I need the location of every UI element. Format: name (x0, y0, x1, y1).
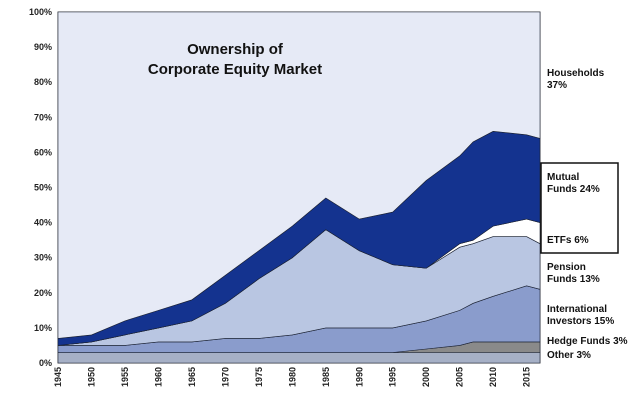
legend-label: Funds 13% (547, 274, 600, 285)
y-tick-label: 90% (34, 42, 52, 52)
legend-label: Households (547, 68, 605, 79)
legend-label: Investors 15% (547, 316, 614, 327)
x-tick-label: 1970 (220, 367, 230, 387)
y-tick-label: 20% (34, 288, 52, 298)
x-axis: 1945 1950 1955 1960 1965 1970 1975 1980 1985 1990… (53, 367, 532, 387)
y-tick-label: 70% (34, 112, 52, 122)
x-tick-label: 2005 (455, 367, 465, 387)
legend-label: 37% (547, 80, 567, 91)
legend-label: ETFs 6% (547, 235, 589, 246)
x-tick-label: 1990 (354, 367, 364, 387)
y-tick-label: 60% (34, 147, 52, 157)
x-tick-label: 1960 (153, 367, 163, 387)
x-tick-label: 1985 (321, 367, 331, 387)
legend-highlight-box (540, 162, 619, 254)
y-axis: 0% 10% 20% 30% 40% 50% 60% 70% 80% 90% 100% (29, 7, 52, 368)
y-tick-label: 30% (34, 253, 52, 263)
legend-label: Other 3% (547, 350, 591, 361)
area-layers (57, 11, 541, 364)
legend-label: International (547, 304, 607, 315)
x-tick-label: 2010 (488, 367, 498, 387)
x-tick-label: 2015 (522, 367, 532, 387)
area-other (57, 352, 541, 364)
y-tick-label: 0% (39, 358, 52, 368)
chart-title-line-1: Ownership of (187, 41, 284, 58)
legend-label: Hedge Funds 3% (547, 336, 628, 347)
x-tick-label: 2000 (421, 367, 431, 387)
x-tick-label: 1965 (187, 367, 197, 387)
y-tick-label: 50% (34, 183, 52, 193)
y-tick-label: 10% (34, 323, 52, 333)
legend-label: Funds 24% (547, 184, 600, 195)
legend-label: Mutual (547, 172, 579, 183)
legend-label: Pension (547, 262, 586, 273)
area-households (57, 11, 541, 339)
x-tick-label: 1950 (86, 367, 96, 387)
x-tick-label: 1945 (53, 367, 63, 387)
y-tick-label: 100% (29, 7, 52, 17)
x-tick-label: 1995 (388, 367, 398, 387)
chart-title-line-2: Corporate Equity Market (148, 61, 322, 78)
x-tick-label: 1980 (287, 367, 297, 387)
x-tick-label: 1975 (254, 367, 264, 387)
x-tick-label: 1955 (120, 367, 130, 387)
y-tick-label: 80% (34, 77, 52, 87)
y-tick-label: 40% (34, 218, 52, 228)
